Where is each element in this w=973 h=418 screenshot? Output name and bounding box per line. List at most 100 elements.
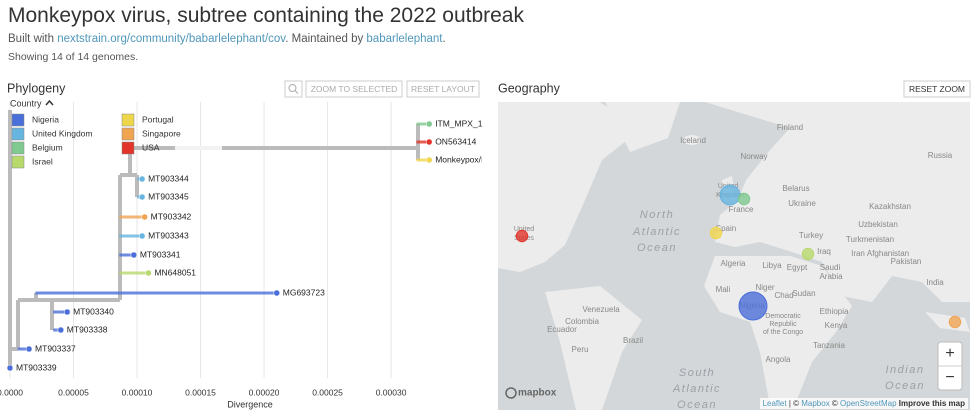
legend-toggle[interactable]: [45, 99, 54, 106]
tip: [6, 364, 14, 372]
map-label: Democratic: [765, 313, 801, 320]
text: . Maintained by: [285, 33, 367, 45]
map-label: Finland: [777, 123, 803, 132]
tip-label: MT903337: [35, 343, 76, 353]
deme[interactable]: [719, 184, 741, 206]
legend-label: USA: [142, 142, 160, 152]
tip: [141, 213, 148, 221]
x-tick-label: 0.00010: [122, 387, 153, 397]
x-tick-label: 0.0000: [0, 387, 23, 397]
map-label: Ethiopia: [820, 307, 849, 316]
search-button[interactable]: [284, 80, 303, 98]
attribution: Leaflet | © Mapbox © OpenStreetMap Impro…: [759, 398, 968, 409]
map-label: Uzbekistan: [858, 220, 898, 229]
deme[interactable]: [709, 226, 723, 240]
legend-label: Belgium: [32, 142, 63, 152]
panel-title: Phylogeny: [7, 81, 66, 95]
tip-label: MT903343: [148, 230, 189, 240]
deme[interactable]: [737, 192, 751, 206]
logo-icon: [505, 387, 517, 399]
map-label: Belarus: [782, 184, 809, 193]
tip: [138, 193, 146, 201]
map-label: Atlantic: [632, 226, 681, 238]
legend-label: Israel: [32, 156, 53, 166]
x-tick-label: 0.00015: [185, 387, 216, 397]
tip-label: MT903338: [67, 324, 108, 334]
map-label: Ocean: [677, 399, 717, 411]
tip: [57, 326, 65, 334]
map-label: Republic: [769, 321, 797, 328]
map-label: North: [640, 209, 674, 221]
map-label: Ocean: [637, 242, 677, 254]
link[interactable]: OpenStreetMap: [840, 399, 897, 408]
legend-swatch: [121, 141, 135, 155]
tip: [425, 156, 433, 164]
map-label: Angola: [766, 355, 791, 364]
x-tick-label: 0.00025: [312, 387, 343, 397]
deme[interactable]: [515, 229, 529, 243]
map-label: Mali: [716, 285, 731, 294]
tip-label: MT903342: [151, 211, 192, 221]
map-label: Turkmenistan: [846, 235, 894, 244]
legend-label: Portugal: [142, 114, 174, 124]
byline: Built with nextstrain.org/community/baba…: [8, 30, 524, 48]
tip-label: MT903344: [148, 173, 189, 183]
header: Monkeypox virus, subtree containing the …: [8, 2, 524, 66]
link[interactable]: Improve this map: [896, 399, 965, 408]
deme[interactable]: [738, 291, 768, 321]
tip: [130, 251, 138, 259]
tip: [138, 175, 146, 183]
link[interactable]: nextstrain.org/community/babarlelephant/…: [57, 33, 286, 45]
map[interactable]: IcelandFinlandNorwayRussiaUnitedKingdomB…: [498, 102, 970, 411]
link[interactable]: Leaflet: [762, 399, 787, 408]
map-label: Afghanistan: [867, 249, 909, 258]
map-label: France: [729, 205, 754, 214]
link[interactable]: babarlelephant: [366, 33, 443, 45]
tip: [145, 269, 152, 277]
reset-button[interactable]: [406, 80, 480, 98]
x-tick-label: 0.00030: [376, 387, 407, 397]
tip: [25, 345, 33, 353]
map-label: Kenya: [825, 321, 848, 330]
tip: [425, 138, 433, 146]
map-label: Kazakhstan: [869, 202, 911, 211]
map-label: Niger: [755, 283, 774, 292]
button-label: RESET ZOOM: [909, 84, 965, 94]
map-label: Spain: [716, 224, 736, 233]
map-label: Ecuador: [547, 325, 577, 334]
tip: [138, 232, 146, 240]
map-label: Peru: [572, 345, 589, 354]
zoom-out[interactable]: −: [945, 369, 954, 386]
map-label: Pakistan: [891, 257, 922, 266]
logo: mapbox: [518, 388, 557, 399]
legend-label: United Kingdom: [32, 128, 92, 138]
map-label: Algeria: [721, 259, 746, 268]
tip-label: MT903341: [140, 249, 181, 259]
map-label: Iceland: [680, 136, 706, 145]
zoom-button[interactable]: [305, 80, 403, 98]
tree: ITM_MPX_1 ON563414 Monkeypox/I MT903344 MT90…: [6, 102, 482, 378]
legend-swatch: [11, 127, 25, 141]
tip: [425, 120, 433, 128]
map-label: Brazil: [623, 336, 643, 345]
map-label: India: [926, 278, 944, 287]
x-tick-label: 0.00005: [58, 387, 89, 397]
text: .: [442, 33, 446, 45]
map-label: Chad: [774, 291, 793, 300]
text: ©: [829, 399, 841, 408]
legend-swatch: [11, 141, 25, 155]
tip: [273, 289, 281, 297]
link[interactable]: Mapbox: [801, 399, 830, 408]
map-label: Iraq: [817, 247, 831, 256]
map-label: Atlantic: [672, 383, 721, 395]
search-icon: [294, 90, 299, 94]
map-label: Saudi: [820, 263, 841, 272]
zoom-in[interactable]: +: [945, 345, 954, 362]
legend-title: Country: [10, 98, 42, 108]
map-label: Russia: [928, 151, 953, 160]
reset-zoom-button[interactable]: [903, 80, 971, 98]
deme[interactable]: [801, 247, 815, 261]
deme[interactable]: [948, 315, 962, 329]
